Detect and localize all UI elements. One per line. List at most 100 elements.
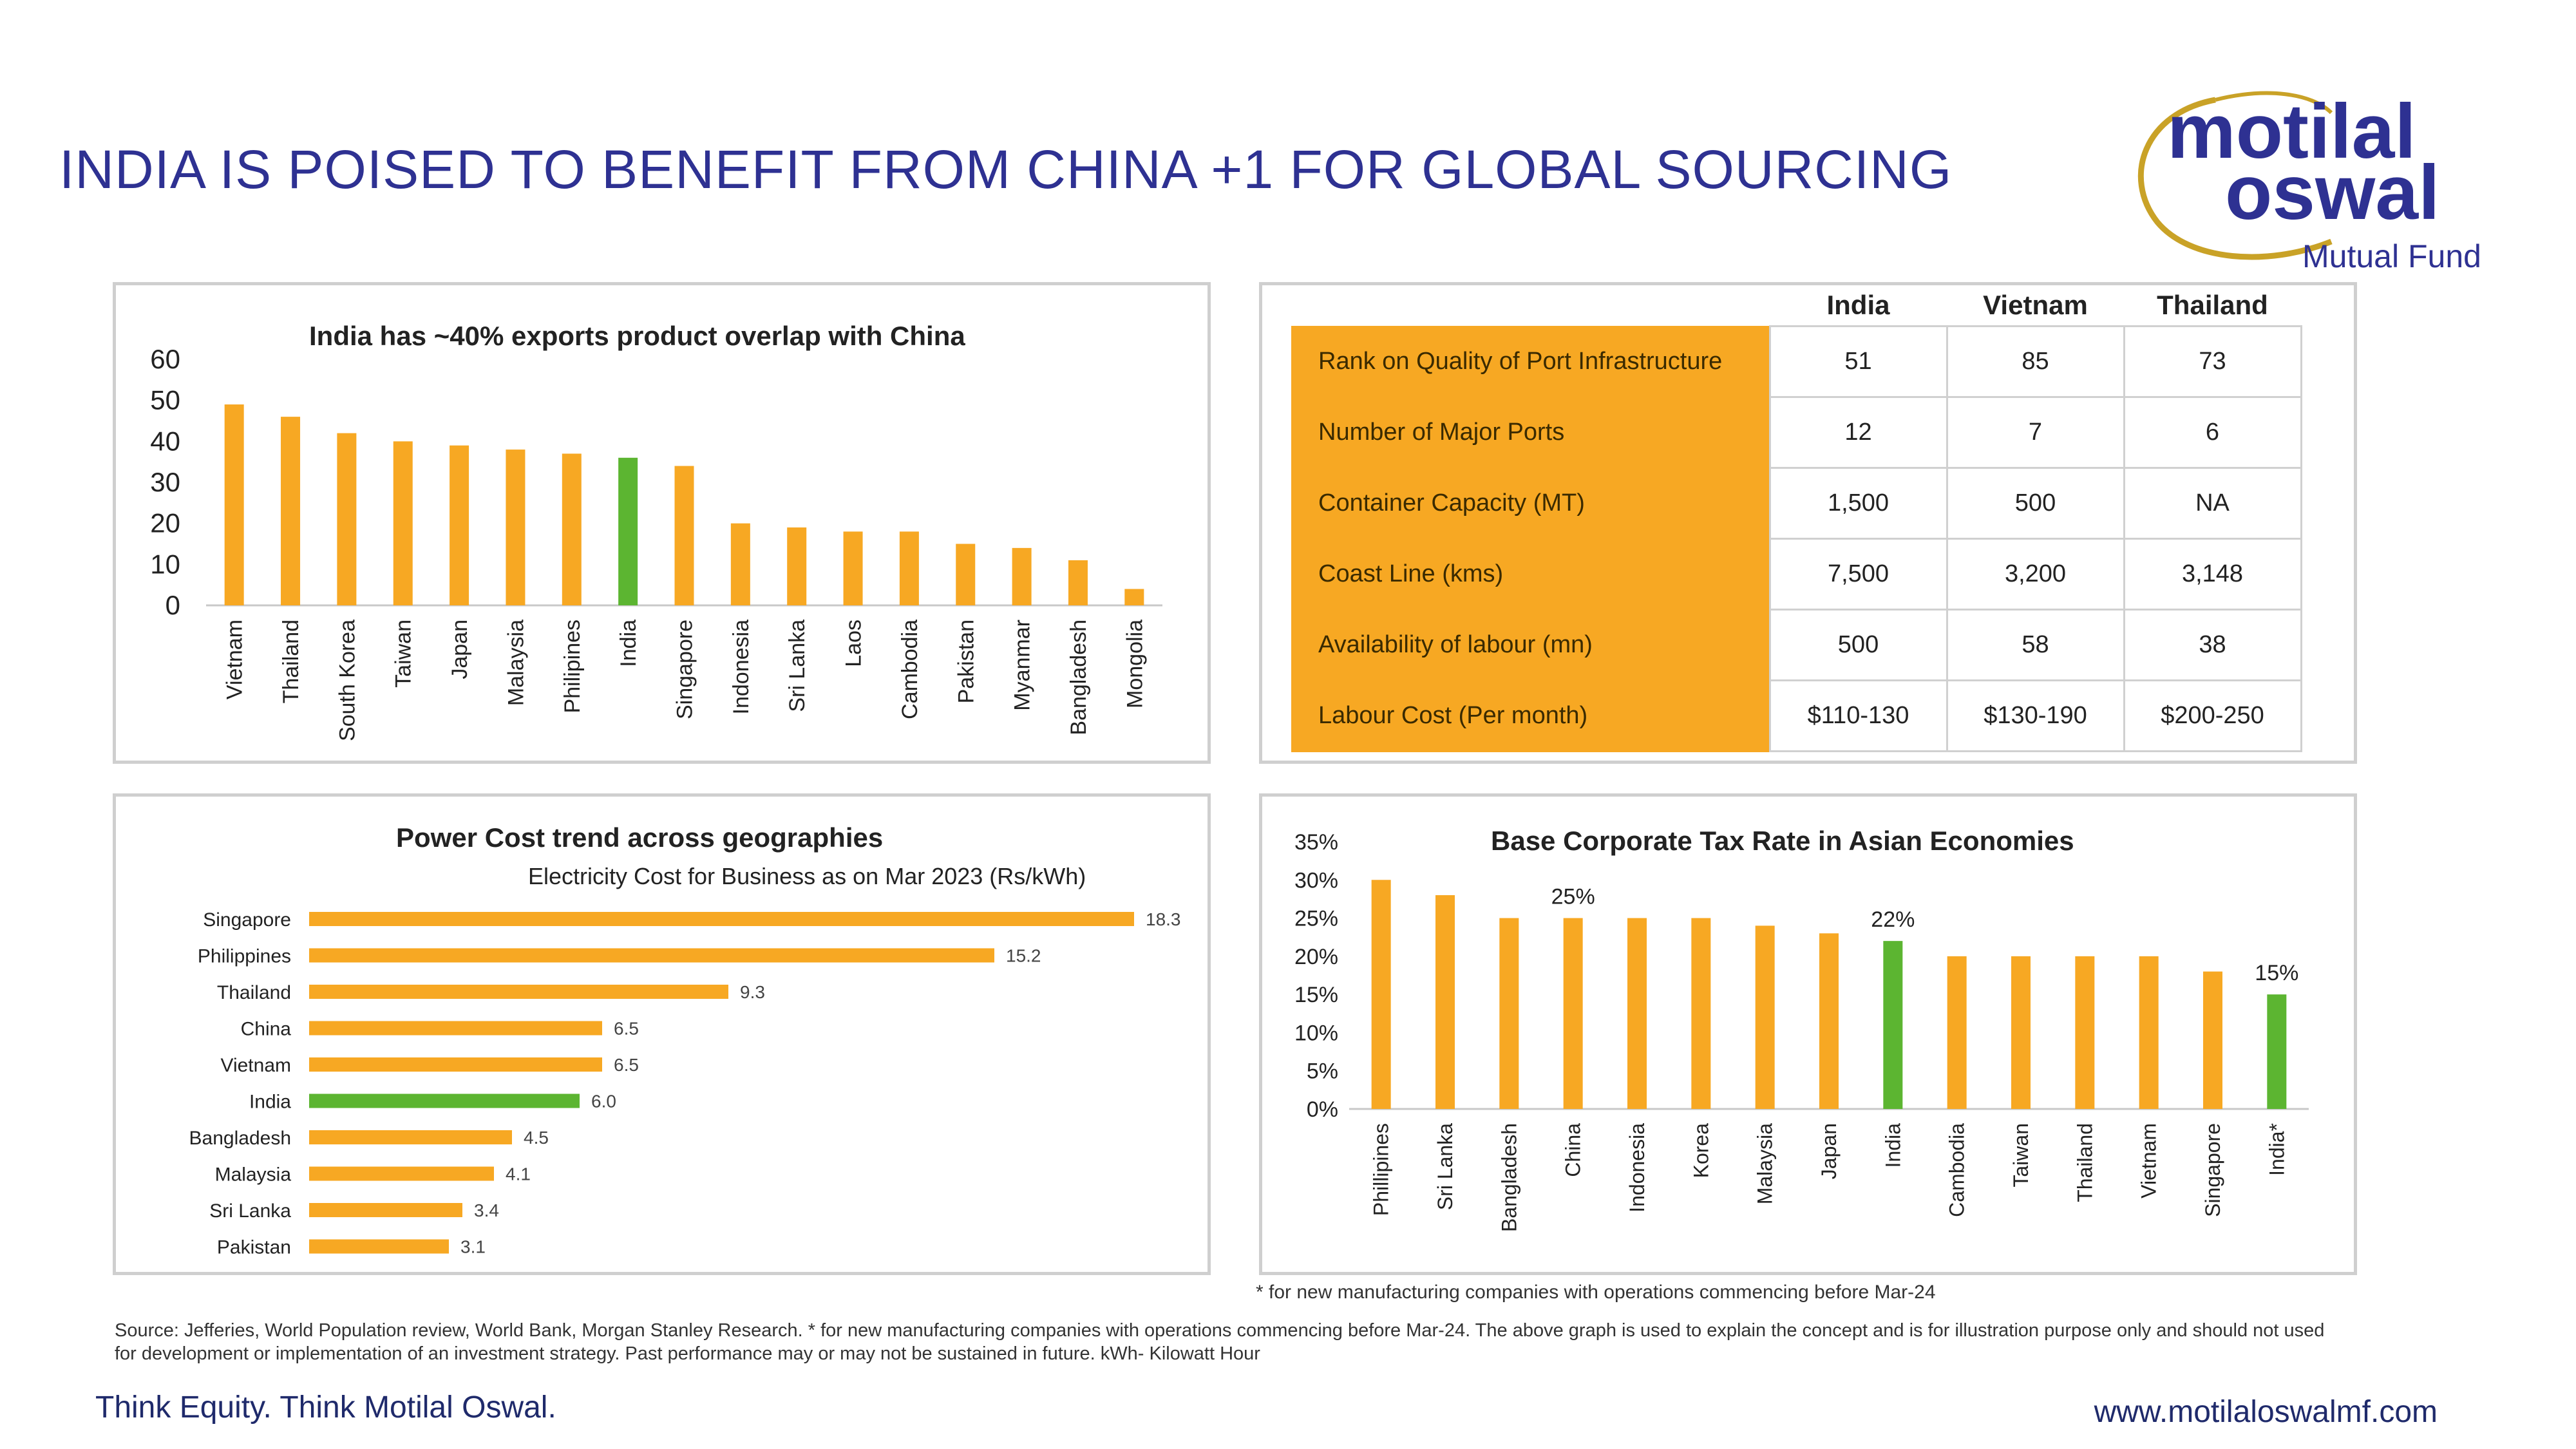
data-label: 18.3 xyxy=(1146,909,1181,929)
x-tick-label: Singapore xyxy=(673,620,697,719)
x-tick-label: Indonesia xyxy=(729,620,753,715)
x-tick-label: Myanmar xyxy=(1010,620,1035,711)
logo-line1: motilal xyxy=(2167,88,2416,175)
row-label: Container Capacity (MT) xyxy=(1291,467,1770,540)
bar-mongolia xyxy=(1124,589,1144,605)
x-tick-label: India xyxy=(616,620,641,667)
power-cost-title: Power Cost trend across geographies xyxy=(396,822,884,853)
bar-indonesia xyxy=(1627,918,1647,1109)
cell-vietnam: 500 xyxy=(1946,467,2125,540)
bar-bangladesh xyxy=(1068,560,1088,605)
corporate-tax-panel: Base Corporate Tax Rate in Asian Economi… xyxy=(1259,793,2357,1275)
bar-malaysia xyxy=(506,450,526,605)
bar-phillipines xyxy=(1371,880,1391,1109)
export-overlap-title: India has ~40% exports product overlap w… xyxy=(309,321,965,351)
bar-vietnam xyxy=(309,1057,602,1072)
cell-vietnam: 3,200 xyxy=(1946,538,2125,611)
cell-thailand: 3,148 xyxy=(2123,538,2302,611)
x-tick-label: Sri Lanka xyxy=(785,620,810,712)
x-tick-label: India* xyxy=(2265,1123,2288,1176)
bar-indonesia xyxy=(730,523,750,605)
bar-malaysia xyxy=(1755,925,1775,1109)
bar-philipines xyxy=(562,453,582,605)
x-tick-label: Cambodia xyxy=(898,620,922,719)
data-label: 25% xyxy=(1551,885,1595,909)
cell-india: 1,500 xyxy=(1768,467,1948,540)
bar-vietnam xyxy=(224,404,244,605)
cell-vietnam: 7 xyxy=(1946,396,2125,469)
bar-china xyxy=(309,1021,602,1036)
table-header-row: India Vietnam Thailand xyxy=(1292,285,2301,327)
x-tick-label: Bangladesh xyxy=(1497,1123,1520,1232)
x-tick-label: Japan xyxy=(1817,1123,1841,1179)
bar-india xyxy=(309,1094,580,1108)
bar-singapore xyxy=(674,466,694,605)
cell-india: 12 xyxy=(1768,396,1948,469)
y-tick-label: 50 xyxy=(150,385,180,415)
y-tick-label: India xyxy=(249,1092,291,1113)
y-tick-label: 15% xyxy=(1294,983,1338,1007)
data-label: 4.1 xyxy=(506,1164,531,1184)
y-tick-label: Philippines xyxy=(198,946,291,967)
y-tick-label: Sri Lanka xyxy=(209,1200,291,1222)
cell-thailand: 6 xyxy=(2123,396,2302,469)
row-label: Number of Major Ports xyxy=(1291,396,1770,469)
table-header-india: India xyxy=(1826,290,1890,320)
y-tick-label: 25% xyxy=(1294,907,1338,931)
table-row: Rank on Quality of Port Infrastructure 5… xyxy=(1291,325,2302,398)
x-tick-label: Phillipines xyxy=(1370,1123,1393,1216)
bar-singapore xyxy=(309,912,1134,926)
power-cost-subtitle: Electricity Cost for Business as on Mar … xyxy=(528,863,1086,889)
y-tick-label: 10 xyxy=(150,549,180,579)
logo-swoosh-top xyxy=(2215,91,2333,115)
data-label: 6.5 xyxy=(614,1019,639,1039)
bar-vietnam xyxy=(2139,956,2159,1109)
cell-india: 51 xyxy=(1768,325,1948,398)
footnote: * for new manufacturing companies with o… xyxy=(1256,1282,1936,1303)
x-tick-label: Mongolia xyxy=(1122,620,1147,708)
bar-south-korea xyxy=(337,433,357,605)
x-tick-label: Malaysia xyxy=(504,620,528,706)
data-label: 3.4 xyxy=(474,1200,499,1220)
x-tick-label: Pakistan xyxy=(954,620,978,703)
bar-malaysia xyxy=(309,1166,494,1181)
row-label: Labour Cost (Per month) xyxy=(1291,679,1770,752)
bar-singapore xyxy=(2203,971,2222,1109)
y-tick-label: Singapore xyxy=(203,909,291,931)
bar-india xyxy=(618,457,638,605)
bar-china xyxy=(1563,918,1583,1109)
cell-thailand: $200-250 xyxy=(2123,679,2302,752)
bar-pakistan xyxy=(956,544,976,605)
x-tick-label: Taiwan xyxy=(392,620,416,688)
cell-thailand: 38 xyxy=(2123,609,2302,681)
cell-vietnam: 85 xyxy=(1946,325,2125,398)
y-tick-label: 10% xyxy=(1294,1021,1338,1045)
data-label: 15.2 xyxy=(1006,946,1041,966)
bar-korea xyxy=(1691,918,1711,1109)
data-label: 6.0 xyxy=(591,1092,616,1112)
table-row: Labour Cost (Per month) $110-130 $130-19… xyxy=(1291,679,2302,752)
cell-vietnam: 58 xyxy=(1946,609,2125,681)
row-label: Coast Line (kms) xyxy=(1291,538,1770,611)
table-header-blank xyxy=(1292,285,1770,327)
motilal-oswal-logo: motilal oswal Mutual Fund xyxy=(2119,74,2531,280)
table-row: Container Capacity (MT) 1,500 500 NA xyxy=(1291,467,2302,540)
x-tick-label: Cambodia xyxy=(1946,1123,1969,1217)
x-tick-label: Vietnam xyxy=(223,620,247,699)
bar-bangladesh xyxy=(1499,918,1519,1109)
y-tick-label: Pakistan xyxy=(217,1237,291,1258)
logo-swoosh xyxy=(2137,97,2333,260)
x-tick-label: Indonesia xyxy=(1625,1123,1649,1213)
table-header-vietnam: Vietnam xyxy=(1983,290,2088,320)
website-url[interactable]: www.motilaloswalmf.com xyxy=(2094,1395,2438,1429)
export-overlap-panel: India has ~40% exports product overlap w… xyxy=(113,282,1211,764)
bar-japan xyxy=(450,445,469,605)
x-tick-label: Korea xyxy=(1689,1123,1712,1179)
cell-thailand: NA xyxy=(2123,467,2302,540)
port-infrastructure-table: India Vietnam Thailand Rank on Quality o… xyxy=(1291,285,2302,752)
cell-vietnam: $130-190 xyxy=(1946,679,2125,752)
y-tick-label: China xyxy=(241,1019,292,1040)
table-header-thailand: Thailand xyxy=(2157,290,2268,320)
x-tick-label: Taiwan xyxy=(2009,1123,2032,1188)
x-tick-label: Malaysia xyxy=(1754,1123,1777,1204)
